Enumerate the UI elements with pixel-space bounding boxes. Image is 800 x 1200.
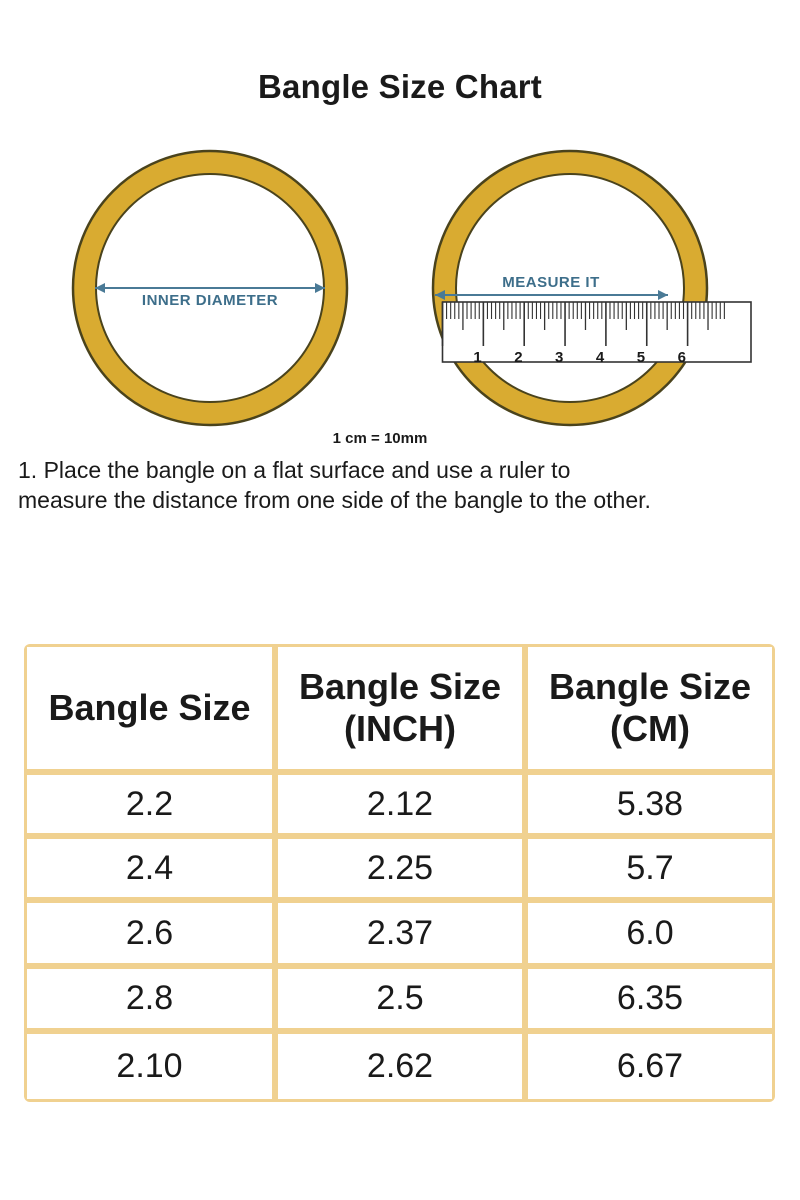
svg-text:5: 5 — [637, 349, 645, 366]
svg-text:4: 4 — [596, 349, 605, 366]
svg-text:6: 6 — [678, 349, 686, 366]
svg-text:2: 2 — [514, 349, 522, 366]
svg-text:3: 3 — [555, 349, 563, 366]
svg-text:1: 1 — [473, 349, 481, 366]
